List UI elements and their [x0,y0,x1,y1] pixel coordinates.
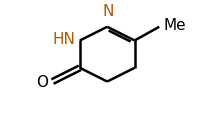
Text: HN: HN [52,32,75,47]
Text: N: N [102,4,114,19]
Text: O: O [36,75,48,90]
Text: Me: Me [163,18,186,33]
